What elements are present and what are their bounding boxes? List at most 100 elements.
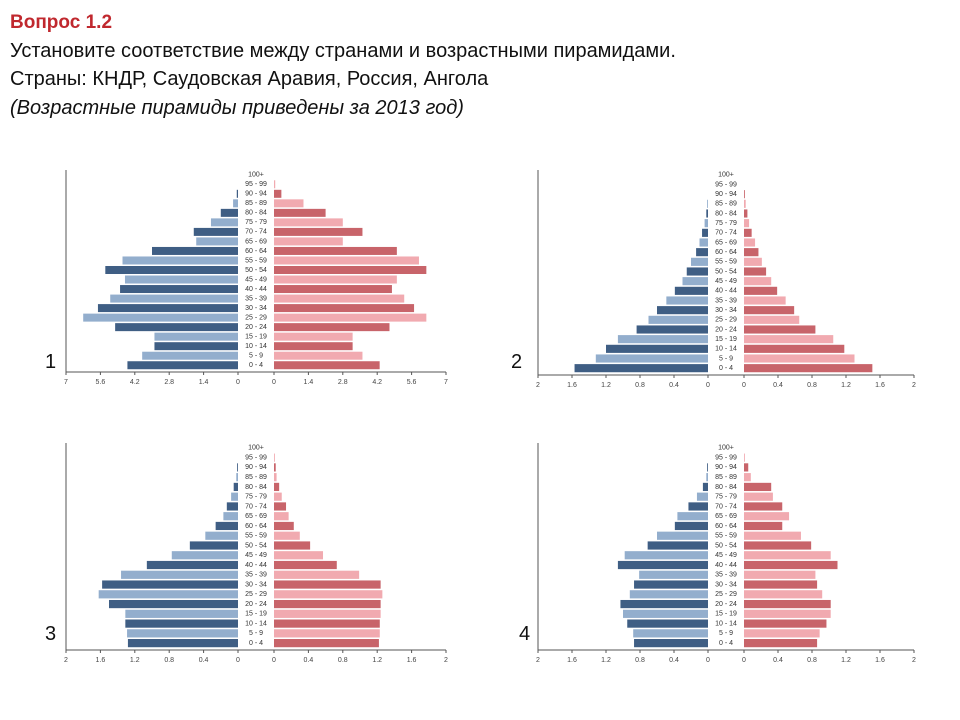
bar <box>744 277 772 286</box>
x-tick-label: 1.2 <box>841 382 851 389</box>
bar <box>196 237 238 246</box>
bar <box>274 599 381 609</box>
x-tick-label: 0 <box>706 657 710 664</box>
age-label: 5 - 9 <box>719 355 733 362</box>
age-label: 65 - 69 <box>715 239 737 246</box>
bar <box>274 266 427 274</box>
bar <box>146 560 238 570</box>
bar <box>696 248 708 257</box>
bar <box>223 512 238 521</box>
age-label: 35 - 39 <box>245 572 267 579</box>
x-tick-label: 1.6 <box>875 657 885 664</box>
bar <box>274 551 324 560</box>
age-label: 55 - 59 <box>245 533 267 540</box>
age-label: 25 - 29 <box>245 591 267 598</box>
x-tick-label: 0.8 <box>807 657 817 664</box>
bar <box>274 619 380 628</box>
bar <box>702 228 708 237</box>
age-label: 60 - 64 <box>715 249 737 256</box>
chart-label: 2 <box>511 351 522 373</box>
bar <box>744 238 756 247</box>
age-label: 80 - 84 <box>245 484 267 491</box>
age-label: 10 - 14 <box>245 343 267 350</box>
bar <box>120 285 238 294</box>
x-tick-label: 0.8 <box>338 657 348 664</box>
age-label: 50 - 54 <box>715 268 737 275</box>
bar <box>274 580 381 589</box>
bar <box>274 502 287 511</box>
bar <box>236 473 238 482</box>
bar <box>702 482 708 492</box>
age-label: 20 - 24 <box>245 324 267 331</box>
age-label: 15 - 19 <box>245 334 267 341</box>
x-tick-label: 0 <box>236 657 240 664</box>
x-tick-label: 2.8 <box>164 379 174 386</box>
bar <box>274 208 326 217</box>
bar <box>744 541 812 550</box>
age-label: 75 - 79 <box>715 220 737 227</box>
age-label: 95 - 99 <box>715 181 737 188</box>
bar <box>274 482 280 492</box>
x-tick-label: 0 <box>272 379 276 386</box>
x-tick-label: 5.6 <box>96 379 106 386</box>
age-label: 60 - 64 <box>245 248 267 255</box>
age-label: 55 - 59 <box>245 257 267 264</box>
x-tick-label: 0.8 <box>807 382 817 389</box>
x-tick-label: 2.8 <box>338 379 348 386</box>
bar <box>233 199 238 208</box>
bar <box>274 453 275 462</box>
bar <box>744 453 745 462</box>
bar <box>274 237 343 246</box>
x-tick-label: 2 <box>64 657 68 664</box>
bar <box>274 590 383 599</box>
bar <box>274 227 363 236</box>
bar <box>274 180 276 189</box>
x-tick-label: 0 <box>272 657 276 664</box>
age-label: 40 - 44 <box>245 562 267 569</box>
bar <box>744 354 855 363</box>
x-tick-label: 1.2 <box>130 657 140 664</box>
bar <box>744 296 786 305</box>
bar <box>193 227 238 236</box>
age-label: 70 - 74 <box>715 503 737 510</box>
x-tick-label: 0.8 <box>635 382 645 389</box>
bar <box>744 639 818 648</box>
x-tick-label: 1.2 <box>601 657 611 664</box>
bar <box>220 208 238 217</box>
bar <box>744 364 873 373</box>
bar <box>274 361 380 370</box>
bar <box>744 551 831 560</box>
bar <box>744 590 823 599</box>
bar <box>274 639 379 648</box>
bar <box>233 482 238 492</box>
bar <box>744 570 816 579</box>
bar <box>97 304 238 313</box>
bar <box>274 541 311 550</box>
bar <box>274 463 276 472</box>
age-label: 45 - 49 <box>245 276 267 283</box>
x-tick-label: 1.2 <box>372 657 382 664</box>
age-label: 10 - 14 <box>245 620 267 627</box>
bar <box>274 246 397 255</box>
age-label: 85 - 89 <box>245 474 267 481</box>
age-label: 70 - 74 <box>245 229 267 236</box>
bar <box>154 342 238 351</box>
bar <box>274 285 392 294</box>
bar <box>152 246 238 255</box>
bar <box>274 313 427 322</box>
x-tick-label: 1.4 <box>199 379 209 386</box>
bar <box>109 599 238 609</box>
age-label: 75 - 79 <box>245 219 267 226</box>
bar <box>274 199 304 208</box>
x-tick-label: 1.2 <box>841 657 851 664</box>
age-label: 80 - 84 <box>245 210 267 217</box>
bar <box>274 351 363 360</box>
bar <box>744 325 816 334</box>
bar <box>189 541 238 550</box>
bar <box>744 219 750 228</box>
bar <box>688 502 708 511</box>
bar <box>707 463 708 472</box>
bar <box>744 344 845 353</box>
bar <box>623 609 708 618</box>
x-tick-label: 5.6 <box>407 379 417 386</box>
